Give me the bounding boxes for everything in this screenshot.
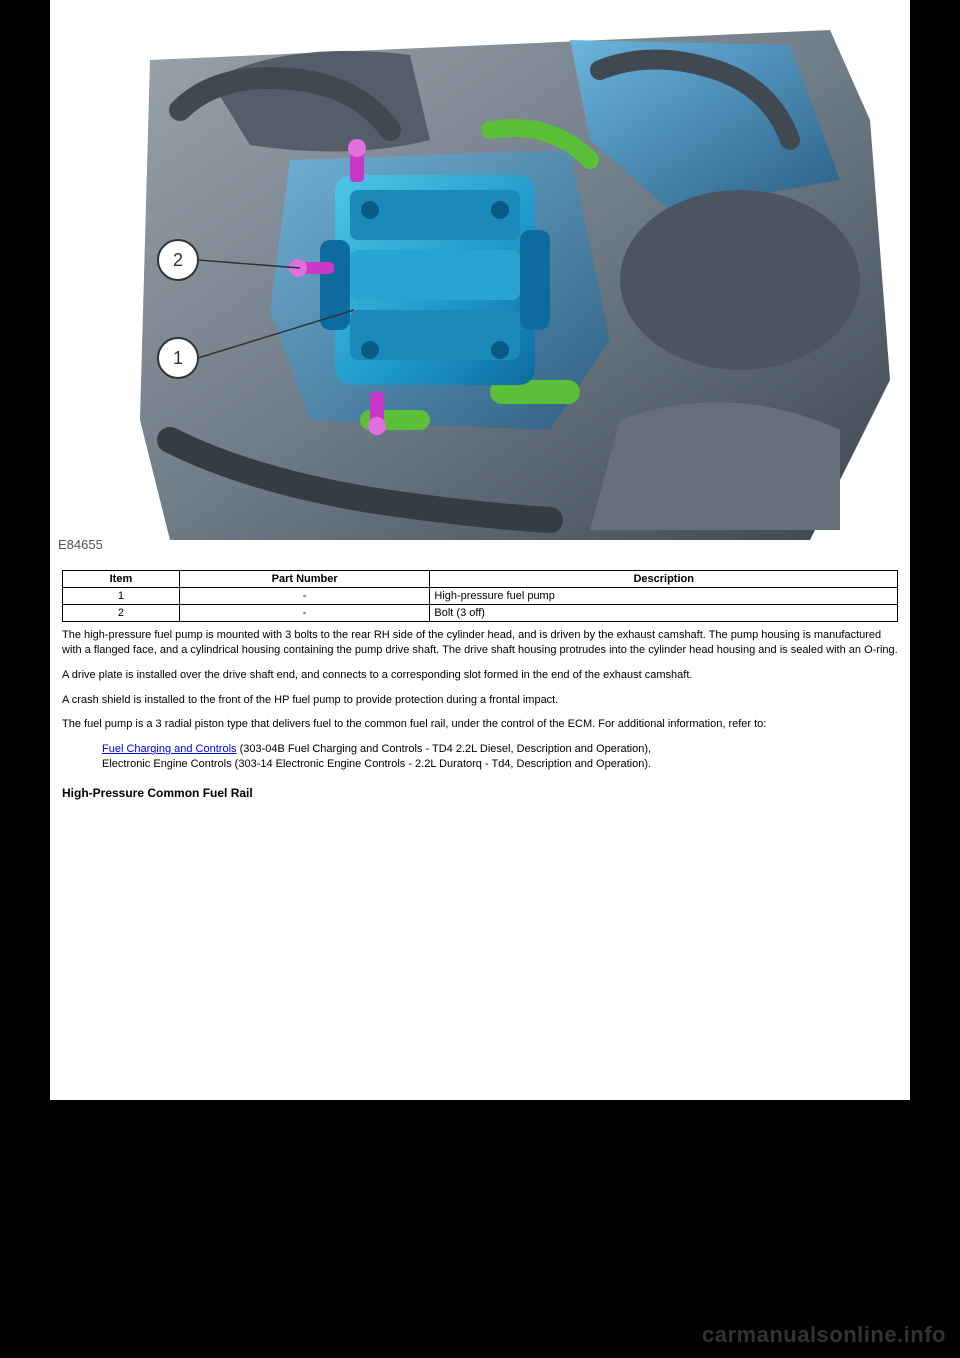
cell-desc: High-pressure fuel pump (430, 588, 898, 605)
callout-number-1: 1 (173, 348, 183, 368)
th-part-number: Part Number (179, 571, 430, 588)
diagram-reference: E84655 (58, 537, 103, 552)
table-header-row: Item Part Number Description (63, 571, 898, 588)
th-description: Description (430, 571, 898, 588)
parts-table: Item Part Number Description 1 - High-pr… (62, 570, 898, 622)
ref-line1-rest: (303-04B Fuel Charging and Controls - TD… (237, 743, 652, 755)
reference-block: Fuel Charging and Controls (303-04B Fuel… (102, 742, 898, 772)
paragraph-2: A drive plate is installed over the driv… (62, 668, 898, 683)
ref-line2: Electronic Engine Controls (303-14 Elect… (102, 758, 651, 770)
section-heading: High-Pressure Common Fuel Rail (62, 786, 898, 800)
engine-rear-mass (620, 190, 860, 370)
watermark: carmanualsonline.info (702, 1322, 946, 1348)
engine-diagram: 1 2 E84655 (50, 0, 910, 560)
cell-part: - (179, 588, 430, 605)
page-content: Item Part Number Description 1 - High-pr… (50, 560, 910, 800)
table-row: 1 - High-pressure fuel pump (63, 588, 898, 605)
link-fuel-charging[interactable]: Fuel Charging and Controls (102, 743, 237, 755)
cell-item: 2 (63, 605, 180, 622)
paragraph-4: The fuel pump is a 3 radial piston type … (62, 717, 898, 732)
high-pressure-fuel-pump (320, 175, 550, 385)
table-row: 2 - Bolt (3 off) (63, 605, 898, 622)
th-item: Item (63, 571, 180, 588)
callout-number-2: 2 (173, 250, 183, 270)
engine-illustration: 1 2 (50, 0, 910, 560)
paragraph-1: The high-pressure fuel pump is mounted w… (62, 628, 898, 658)
paragraph-3: A crash shield is installed to the front… (62, 693, 898, 708)
cell-item: 1 (63, 588, 180, 605)
cell-desc: Bolt (3 off) (430, 605, 898, 622)
engine-lower-right (590, 402, 840, 530)
cell-part: - (179, 605, 430, 622)
manual-page: 1 2 E84655 Item Part Number Description … (50, 0, 910, 1100)
